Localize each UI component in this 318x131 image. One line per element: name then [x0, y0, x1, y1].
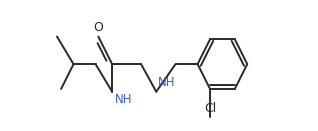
Text: NH: NH: [158, 77, 175, 89]
Text: Cl: Cl: [204, 102, 216, 115]
Text: O: O: [93, 21, 103, 34]
Text: NH: NH: [115, 93, 132, 106]
